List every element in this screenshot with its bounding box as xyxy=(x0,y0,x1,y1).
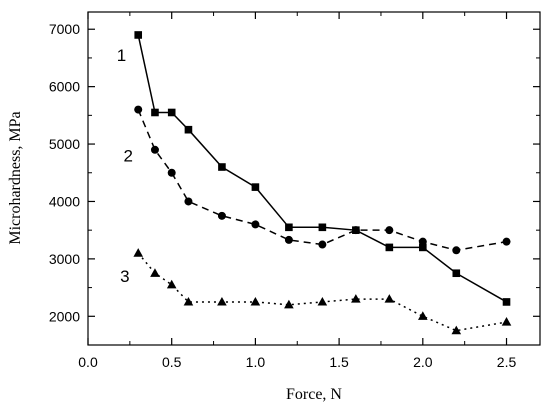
x-tick-label: 1.0 xyxy=(246,354,266,370)
data-point-triangle xyxy=(183,296,194,306)
data-point-square xyxy=(502,298,511,306)
data-point-triangle xyxy=(284,299,294,309)
series-1 xyxy=(134,31,511,306)
data-point-circle xyxy=(351,226,360,235)
x-tick-label: 2.5 xyxy=(497,354,517,370)
data-point-circle xyxy=(217,211,226,220)
data-point-triangle xyxy=(418,311,428,320)
y-tick-label: 7000 xyxy=(49,21,80,37)
data-point-triangle xyxy=(150,268,160,277)
data-point-circle xyxy=(418,237,427,246)
data-point-circle xyxy=(318,240,327,249)
data-point-triangle xyxy=(317,296,328,306)
data-point-circle xyxy=(251,220,260,229)
data-point-square xyxy=(318,223,327,232)
series-layer xyxy=(133,31,512,335)
series-line xyxy=(137,252,507,332)
data-point-circle xyxy=(452,246,461,255)
data-point-triangle xyxy=(384,294,395,303)
data-point-square xyxy=(452,269,461,278)
data-point-square xyxy=(134,31,143,39)
y-tick-label: 3000 xyxy=(49,251,80,267)
x-tick-labels: 0.0 0.5 1.0 1.5 2.0 2.5 xyxy=(78,354,516,370)
data-point-triangle xyxy=(166,279,177,289)
data-point-circle xyxy=(284,235,293,244)
x-tick-label: 0.0 xyxy=(78,354,98,370)
data-point-triangle xyxy=(133,248,144,257)
data-point-square xyxy=(218,163,226,171)
data-point-square xyxy=(184,125,193,134)
data-point-circle xyxy=(134,105,143,114)
y-tick-labels: 2000 3000 4000 5000 6000 7000 xyxy=(49,21,80,324)
y-tick-label: 5000 xyxy=(49,136,80,152)
y-tick-label: 4000 xyxy=(49,193,80,209)
data-point-circle xyxy=(167,168,176,177)
data-point-square xyxy=(151,108,159,117)
x-axis-title: Force, N xyxy=(286,386,342,403)
data-point-circle xyxy=(502,237,511,246)
data-point-square xyxy=(285,223,293,232)
curve-label-1: 1 xyxy=(117,46,126,65)
data-point-circle xyxy=(385,226,394,235)
y-tick-label: 2000 xyxy=(49,308,80,324)
data-point-triangle xyxy=(351,294,361,303)
data-point-triangle xyxy=(250,296,261,306)
plot-frame xyxy=(87,11,541,346)
series-3 xyxy=(133,248,512,335)
y-tick-label: 6000 xyxy=(49,79,80,95)
x-tick-label: 2.0 xyxy=(413,354,433,370)
series-2 xyxy=(134,105,511,255)
data-point-triangle xyxy=(451,325,462,335)
data-point-triangle xyxy=(501,317,512,326)
series-line xyxy=(137,34,507,303)
data-point-square xyxy=(385,243,394,252)
axis-ticks xyxy=(87,12,540,346)
curve-labels: 1 2 3 xyxy=(117,46,133,286)
data-point-square xyxy=(251,183,260,191)
data-point-square xyxy=(419,243,427,252)
data-point-square xyxy=(167,108,176,117)
curve-label-3: 3 xyxy=(120,267,129,286)
x-tick-label: 1.5 xyxy=(329,354,349,370)
curve-label-2: 2 xyxy=(123,147,132,166)
data-point-circle xyxy=(150,145,159,154)
data-point-circle xyxy=(184,197,193,206)
data-point-triangle xyxy=(217,296,227,306)
y-axis-title: Microhardness, MPa xyxy=(7,111,24,244)
x-tick-label: 0.5 xyxy=(162,354,182,370)
